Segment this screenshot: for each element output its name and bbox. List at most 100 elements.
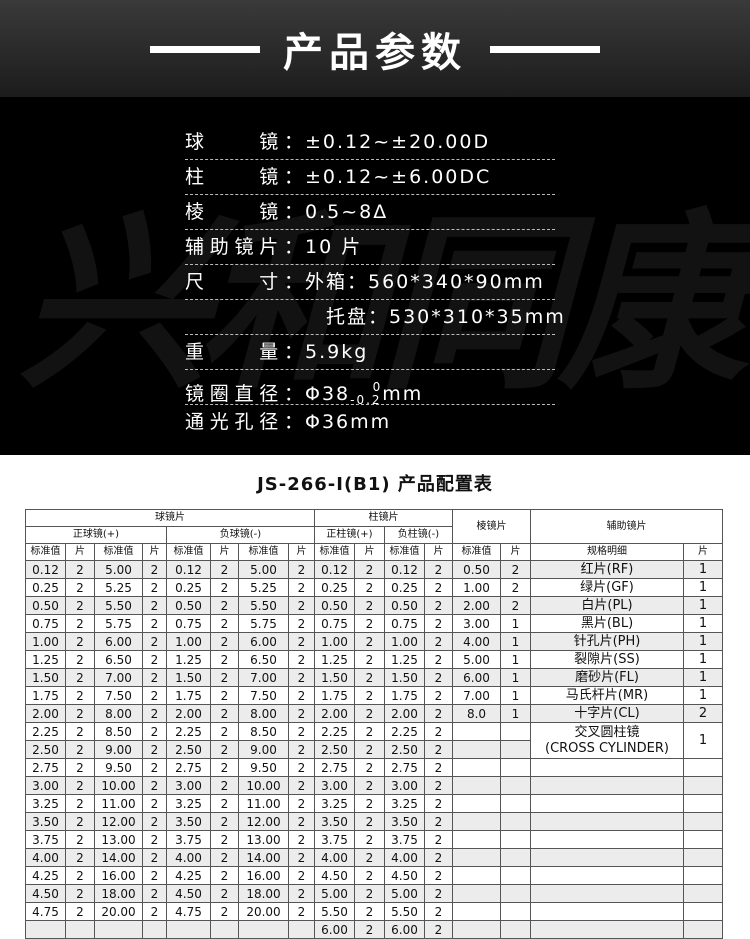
cell: 2 (354, 812, 385, 831)
cell: 2.25 (25, 722, 66, 741)
cell: 2 (142, 794, 167, 813)
cell: 2 (354, 560, 385, 579)
cell: 2.75 (166, 758, 211, 777)
cell: 0.75 (25, 614, 66, 633)
tolerance-upper: 0 (372, 380, 383, 394)
cell: 2 (142, 650, 167, 669)
cell: 6.00 (94, 632, 143, 651)
empty-cell (683, 758, 723, 777)
cell: 2 (210, 884, 239, 903)
cell: 0.12 (314, 560, 355, 579)
cell: 2 (354, 866, 385, 885)
cell: 1 (500, 632, 531, 651)
empty-cell (94, 920, 143, 939)
cell: 6.00 (452, 668, 501, 687)
cell: 2 (142, 758, 167, 777)
cell: 2 (288, 596, 315, 615)
cell: 2 (210, 596, 239, 615)
cell: 2 (354, 740, 385, 759)
cell: 2 (354, 704, 385, 723)
cell: 2.75 (25, 758, 66, 777)
cell: 2 (354, 578, 385, 597)
cell: 3.25 (314, 794, 355, 813)
cell: 2 (288, 830, 315, 849)
cell: 2 (142, 722, 167, 741)
empty-cell (452, 848, 501, 867)
cell: 2 (65, 614, 95, 633)
empty-cell (452, 884, 501, 903)
empty-cell (210, 920, 239, 939)
cell: 2 (142, 560, 167, 579)
empty-cell (452, 812, 501, 831)
cell: 3.00 (384, 776, 425, 795)
cell: 2 (288, 758, 315, 777)
empty-cell (683, 848, 723, 867)
cell: 1.75 (314, 686, 355, 705)
cell: 2 (424, 578, 453, 597)
cell: 7.50 (94, 686, 143, 705)
empty-cell (530, 920, 684, 939)
empty-cell (500, 902, 531, 921)
cell: 2 (354, 830, 385, 849)
cell: 2.50 (384, 740, 425, 759)
cell: 2 (210, 632, 239, 651)
cell: 2 (65, 776, 95, 795)
cell: 0.75 (166, 614, 211, 633)
cell: 1 (683, 578, 723, 597)
spec-row: 镜圈直径：Φ38-0.20mm (185, 370, 555, 407)
empty-cell (166, 920, 211, 939)
cell: 5.75 (94, 614, 143, 633)
cell: 2 (142, 830, 167, 849)
cell: 5.00 (452, 650, 501, 669)
cell: 2 (142, 686, 167, 705)
banner: 产品参数 (0, 0, 750, 97)
cell: 2 (210, 650, 239, 669)
table-row: 0.50 2 5.50 2 0.50 2 5.50 2 0.50 2 0.50 2 2.00 2 白片(PL… (25, 596, 723, 615)
cell: 2 (354, 668, 385, 687)
cell: 0.12 (25, 560, 66, 579)
table-row: 4.75 2 20.00 2 4.75 2 20.00 2 5.50 2 5.50 2 (25, 902, 723, 921)
cell: 0.25 (384, 578, 425, 597)
cell: 11.00 (94, 794, 143, 813)
subgroup-header: 正球镜(+) (25, 526, 167, 544)
spec-label: 重 量： (185, 341, 305, 363)
cell: 1 (500, 668, 531, 687)
cell: 2 (210, 812, 239, 831)
cell: 2 (142, 884, 167, 903)
cell: 2 (65, 704, 95, 723)
cell: 1 (683, 614, 723, 633)
cell: 2 (65, 632, 95, 651)
empty-cell (530, 758, 684, 777)
column-header: 片 (683, 543, 723, 561)
cell: 3.50 (314, 812, 355, 831)
group-header: 柱镜片 (314, 509, 453, 527)
cell: 2 (288, 632, 315, 651)
cell: 9.00 (94, 740, 143, 759)
cell: 4.50 (25, 884, 66, 903)
cell: 2 (210, 902, 239, 921)
cell: 2 (288, 614, 315, 633)
cell: 2 (288, 902, 315, 921)
cell: 1.50 (25, 668, 66, 687)
cell: 12.00 (94, 812, 143, 831)
cell: 2 (65, 848, 95, 867)
cell: 2 (65, 830, 95, 849)
cell: 6.50 (94, 650, 143, 669)
cell: 2 (288, 722, 315, 741)
column-header: 片 (142, 543, 167, 561)
column-header: 规格明细 (530, 543, 684, 561)
cell: 2 (210, 704, 239, 723)
cell: 2 (142, 740, 167, 759)
table-row: 3.00 2 10.00 2 3.00 2 10.00 2 3.00 2 3.00 2 (25, 776, 723, 795)
page-title: 产品参数 (283, 29, 467, 76)
cell: 1.00 (452, 578, 501, 597)
spec-label: 通光孔径： (185, 411, 305, 433)
cell: 16.00 (94, 866, 143, 885)
cell: 6.00 (384, 920, 425, 939)
spec-value: Φ38 (305, 383, 351, 405)
cell: 2 (65, 902, 95, 921)
empty-cell (500, 740, 531, 759)
spec-row: 棱 镜：0.5~8Δ (185, 195, 555, 230)
empty-cell (500, 866, 531, 885)
group-header: 辅助镜片 (530, 509, 723, 544)
